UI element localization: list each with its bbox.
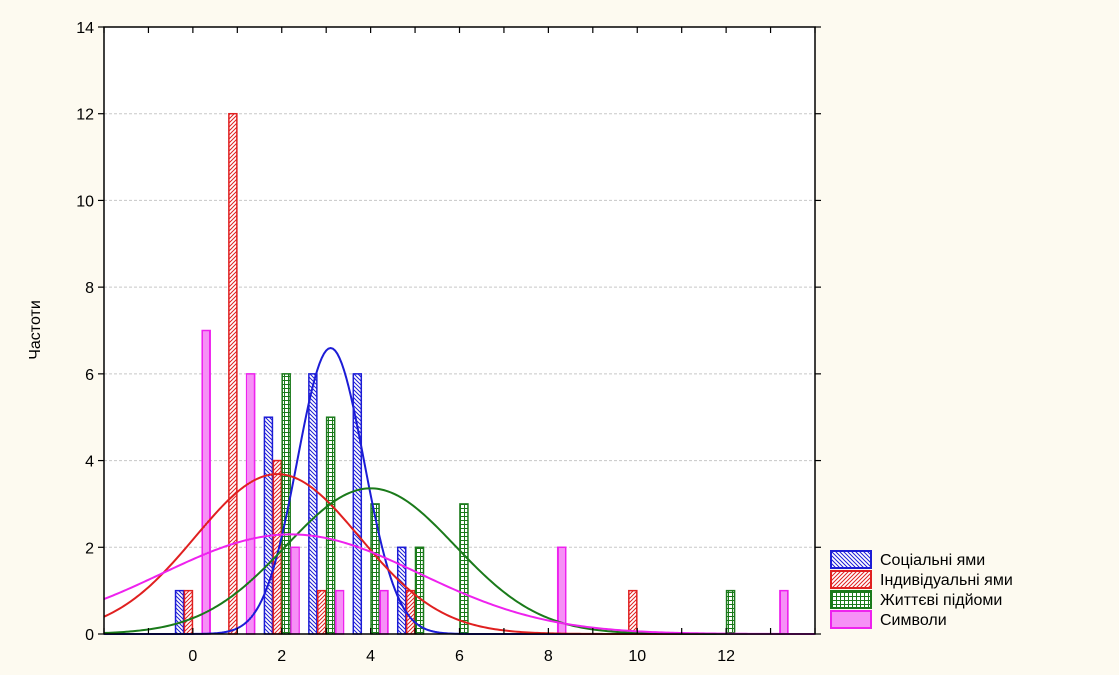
bar — [405, 589, 416, 635]
bar — [396, 546, 407, 635]
bar — [725, 589, 736, 635]
y-axis-label: Частоти — [27, 300, 44, 360]
bar — [459, 503, 469, 635]
x-tick-label: 2 — [277, 648, 286, 665]
x-tick-label: 6 — [455, 648, 464, 665]
axis-ticks: 0 2 4 6 8 10 12 14 0 2 4 6 8 10 12 — [76, 20, 821, 665]
y-tick-label: 10 — [76, 193, 94, 210]
y-tick-label: 8 — [85, 280, 94, 297]
legend-label: Індивідуальні ями — [880, 572, 1013, 589]
bar — [779, 589, 789, 635]
legend: Соціальні ями Індивідуальні ями Життєві пі… — [830, 550, 1013, 629]
bar — [201, 329, 211, 635]
y-tick-label: 2 — [85, 540, 94, 557]
bar — [334, 589, 345, 635]
legend-swatch — [830, 570, 872, 589]
legend-swatch — [830, 610, 872, 629]
legend-swatch — [830, 550, 872, 569]
y-tick-label: 0 — [85, 627, 94, 644]
legend-label: Життєві підйоми — [880, 592, 1002, 609]
bar — [628, 589, 638, 635]
bar — [263, 416, 274, 635]
y-tick-label: 14 — [76, 20, 94, 37]
bar — [316, 589, 327, 635]
bar — [174, 589, 185, 635]
x-tick-label: 12 — [717, 648, 735, 665]
x-tick-label: 4 — [366, 648, 375, 665]
bar — [290, 546, 300, 635]
bar — [414, 546, 425, 635]
bars-layer — [174, 112, 789, 635]
bar — [228, 112, 238, 635]
y-tick-label: 6 — [85, 367, 94, 384]
bar — [370, 503, 380, 635]
bar — [183, 589, 194, 635]
bar — [379, 589, 389, 635]
legend-swatch — [830, 590, 872, 609]
bar — [325, 416, 336, 635]
bar — [308, 373, 318, 635]
y-tick-label: 12 — [76, 107, 94, 124]
x-tick-label: 0 — [188, 648, 197, 665]
x-tick-label: 8 — [544, 648, 553, 665]
legend-label: Соціальні ями — [880, 552, 985, 569]
x-tick-label: 10 — [628, 648, 646, 665]
y-tick-label: 4 — [85, 454, 94, 471]
legend-label: Символи — [880, 612, 947, 629]
bar — [245, 373, 256, 635]
